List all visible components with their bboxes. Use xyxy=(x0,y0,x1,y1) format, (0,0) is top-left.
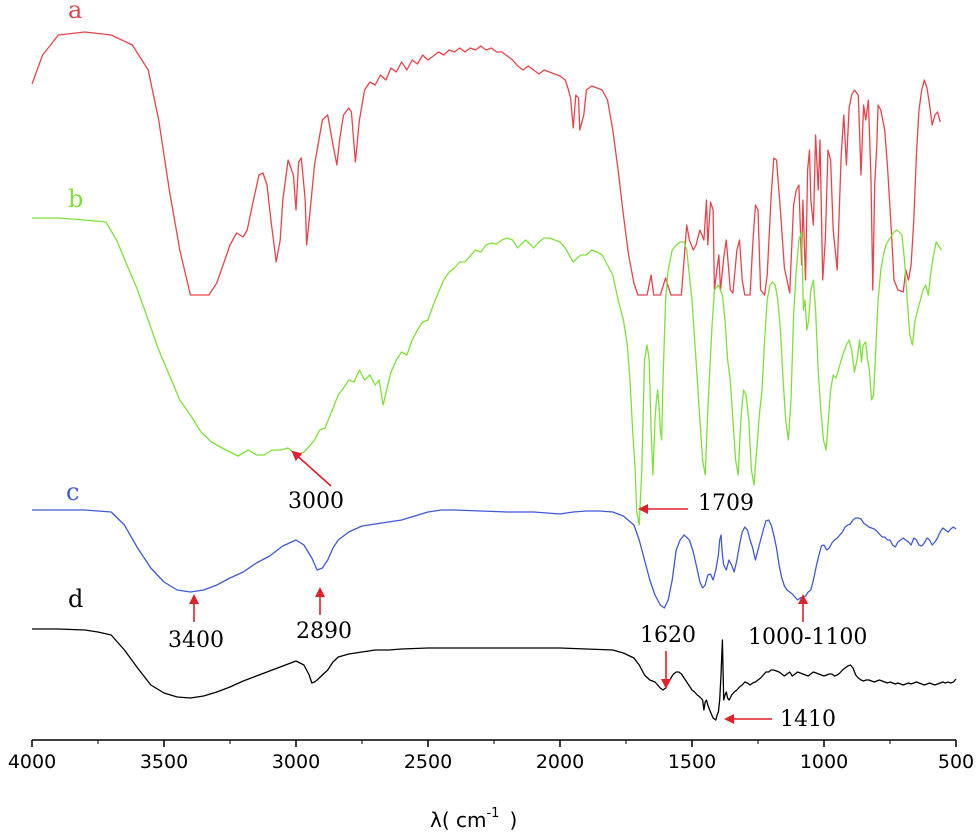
spectra xyxy=(31,31,957,721)
spectrum-c xyxy=(32,509,957,609)
x-tick-label-2500: 2500 xyxy=(404,751,452,773)
spectrum-d xyxy=(32,628,957,721)
curve-label-b: b xyxy=(68,185,83,213)
x-tick-label-3500: 3500 xyxy=(140,751,188,773)
x-tick-label-500: 500 xyxy=(938,751,974,773)
x-tick-label-3000: 3000 xyxy=(272,751,320,773)
annotation-1000-1100: 1000-1100 xyxy=(748,625,867,650)
annotation-3400: 3400 xyxy=(168,628,224,653)
x-axis-label: λ( cm-1) xyxy=(430,806,517,832)
annotation-3000: 3000 xyxy=(288,489,344,514)
curve-label-c: c xyxy=(66,478,79,506)
x-axis-ticks: 4000 3500 3000 2500 2000 1500 1000 500 xyxy=(8,740,974,773)
arrow-3000 xyxy=(291,450,332,487)
x-tick-label-1500: 1500 xyxy=(668,751,716,773)
curve-label-a: a xyxy=(68,0,82,24)
curve-label-d: d xyxy=(68,585,83,613)
x-axis-label-superscript: -1 xyxy=(486,806,499,821)
x-tick-label-4000: 4000 xyxy=(8,751,56,773)
spectrum-a xyxy=(31,31,941,296)
annotation-1620: 1620 xyxy=(640,623,696,648)
x-tick-label-2000: 2000 xyxy=(536,751,584,773)
spectrum-b xyxy=(32,217,943,526)
x-axis-label-main: λ( cm xyxy=(430,808,486,832)
x-axis-label-close: ) xyxy=(509,808,517,832)
annotation-1410: 1410 xyxy=(780,707,836,732)
x-tick-label-1000: 1000 xyxy=(800,751,848,773)
annotation-arrows xyxy=(189,450,808,724)
annotation-1709: 1709 xyxy=(698,491,754,516)
annotation-2890: 2890 xyxy=(296,619,352,644)
